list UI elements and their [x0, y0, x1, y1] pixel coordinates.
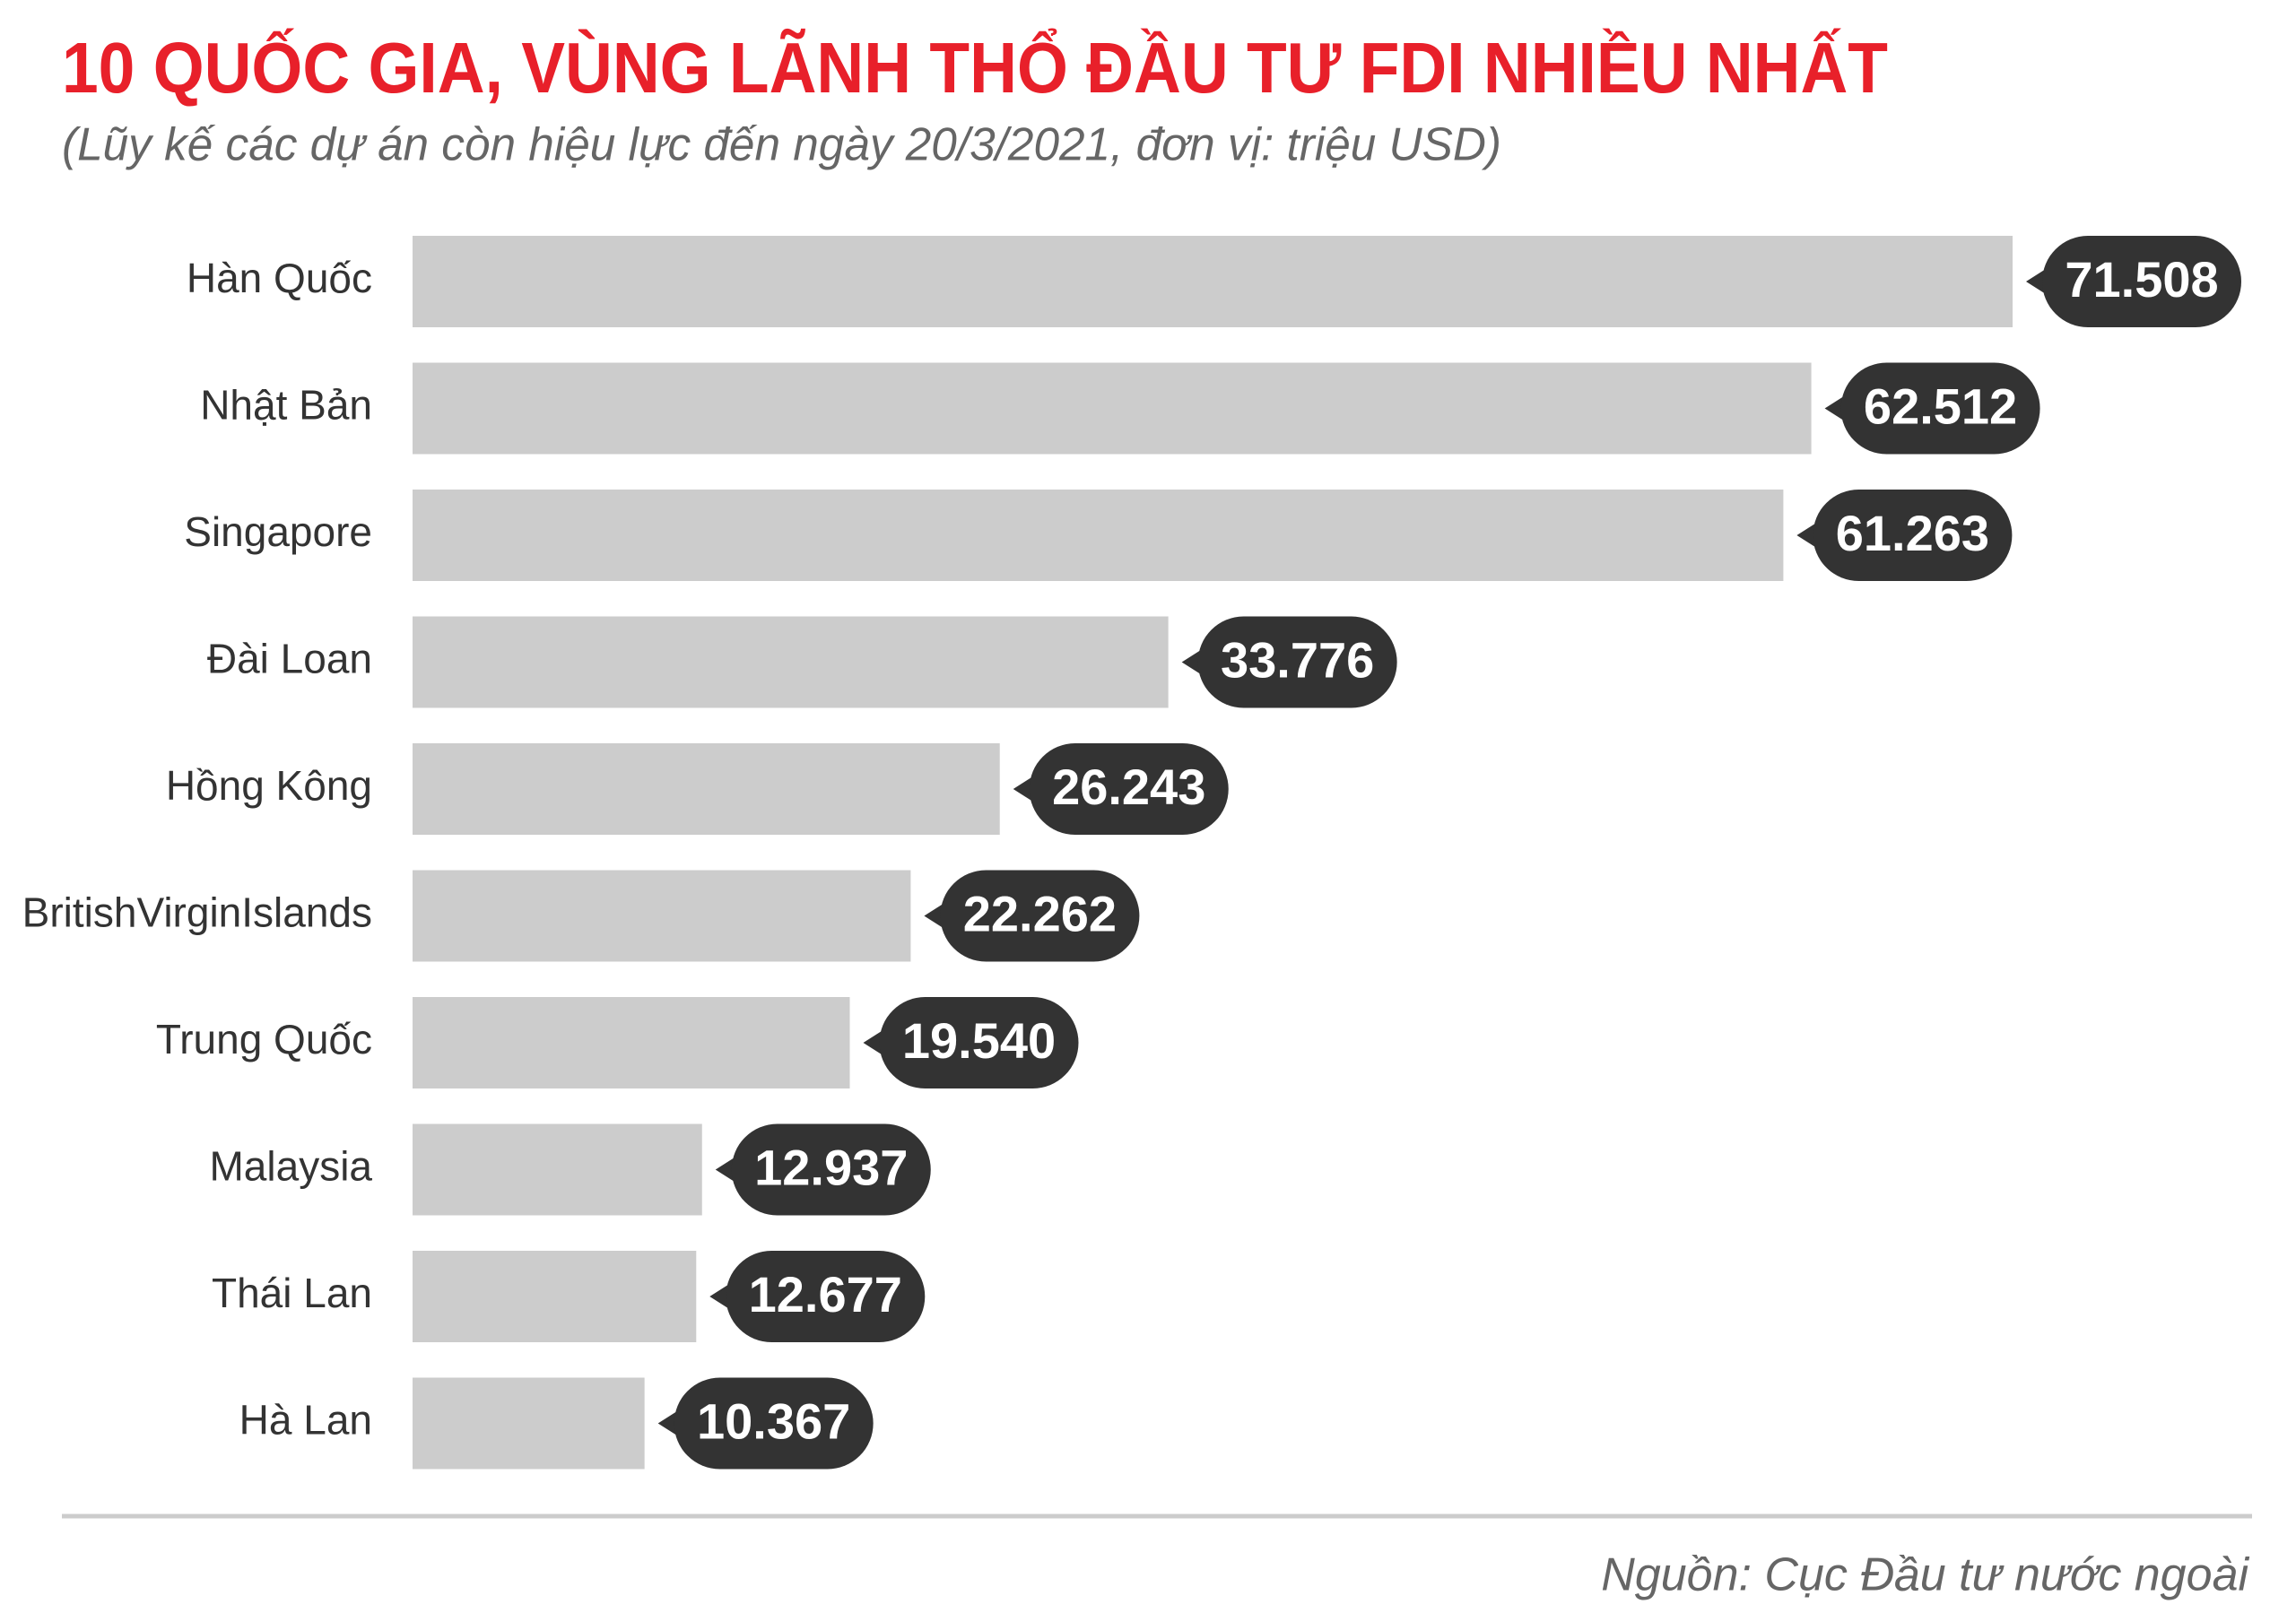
label-pointer: [863, 1030, 883, 1055]
label-pointer: [1796, 523, 1817, 548]
label-bubble: [726, 1251, 926, 1342]
bar: [413, 362, 1812, 455]
data-label: 22.262: [963, 885, 1117, 941]
y-tick-label: Hồng Kông: [166, 762, 372, 809]
chart-subtitle: (Lũy kế các dự án còn hiệu lực đến ngày …: [62, 119, 1501, 171]
data-label: 26.243: [1052, 759, 1205, 815]
label-pointer: [924, 903, 944, 929]
label-pointer: [1013, 776, 1033, 802]
bar: [413, 616, 1169, 708]
label-pointer: [657, 1410, 678, 1436]
bar: [413, 490, 1784, 581]
bar: [413, 743, 1000, 835]
y-tick-label: Hà Lan: [239, 1397, 372, 1444]
y-tick-label: Nhật Bản: [200, 382, 372, 429]
data-label: 71.508: [2065, 251, 2218, 308]
label-pointer: [715, 1157, 735, 1183]
data-label: 12.677: [749, 1266, 902, 1322]
label-pointer: [1824, 395, 1845, 421]
bar: [413, 870, 911, 962]
bar: [413, 236, 2013, 327]
label-bubble: [1840, 362, 2040, 455]
data-label: 61.263: [1836, 505, 1989, 561]
label-pointer: [709, 1284, 730, 1309]
bar: [413, 1377, 645, 1470]
data-label: 19.540: [902, 1012, 1056, 1069]
label-bubble: [879, 997, 1079, 1088]
label-pointer: [2026, 269, 2046, 294]
y-tick-label: Thái Lan: [212, 1270, 372, 1316]
data-label: 33.776: [1221, 631, 1374, 688]
source: Nguồn: Cục Đầu tư nước ngoài: [1601, 1549, 2249, 1601]
data-label: 10.367: [697, 1392, 850, 1449]
label-pointer: [1181, 649, 1202, 675]
y-tick-label: BritishVirginIslands: [22, 889, 372, 936]
bar: [413, 997, 850, 1088]
label-bubble: [2042, 236, 2241, 327]
data-label: 62.512: [1864, 377, 2017, 434]
label-bubble: [1197, 616, 1397, 708]
label-bubble: [674, 1377, 874, 1470]
label-bubble: [940, 870, 1140, 962]
label-bubble: [1029, 743, 1229, 835]
bar: [413, 1251, 697, 1342]
label-bubble: [1813, 490, 2013, 581]
bar: [413, 1123, 702, 1216]
y-tick-label: Trung Quốc: [156, 1016, 372, 1062]
y-tick-label: Singapore: [184, 508, 372, 555]
data-label: 12.937: [754, 1139, 908, 1195]
y-tick-label: Malaysia: [209, 1143, 372, 1190]
y-tick-label: Đài Loan: [207, 636, 372, 682]
chart-title: 10 QUỐC GIA, VÙNG LÃNH THỔ ĐẦU TƯ FDI NH…: [62, 28, 1888, 108]
y-tick-label: Hàn Quốc: [187, 255, 372, 301]
label-bubble: [731, 1123, 931, 1216]
